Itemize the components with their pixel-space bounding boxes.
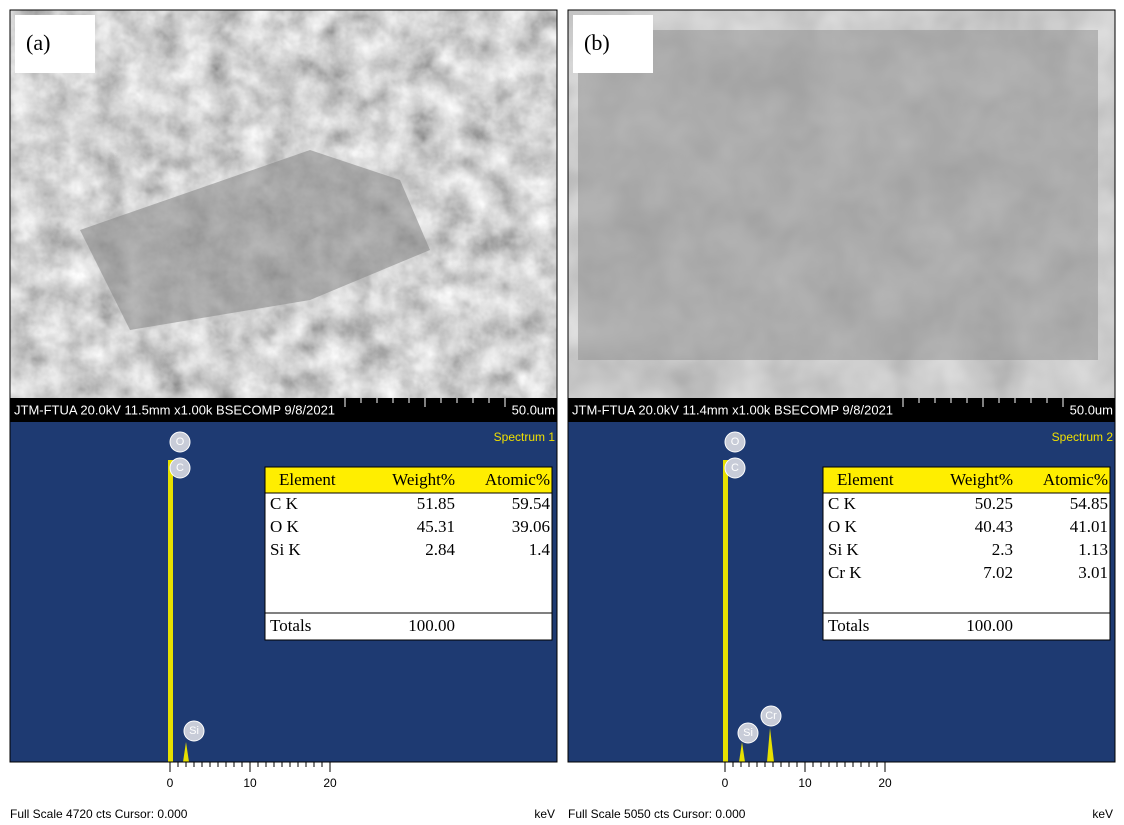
table-cell: 41.01 xyxy=(1070,517,1108,536)
scale-label: 50.0um xyxy=(1070,402,1113,417)
peak-label: C xyxy=(176,462,184,474)
panel-label: (b) xyxy=(584,30,610,55)
table-total: Totals xyxy=(270,616,311,635)
table-cell: C K xyxy=(270,494,299,513)
panel: (b) JTM-FTUA 20.0kV 11.4mm x1.00k BSECOMP… xyxy=(568,10,1115,821)
peak-label: Si xyxy=(743,727,753,739)
table-total: 100.00 xyxy=(408,616,455,635)
table-cell: Cr K xyxy=(828,563,862,582)
tick-label: 20 xyxy=(323,776,337,790)
table-cell: 2.3 xyxy=(992,540,1013,559)
tick-label: 0 xyxy=(722,776,729,790)
tick-label: 10 xyxy=(243,776,257,790)
peak xyxy=(168,460,173,762)
table-header-cell: Element xyxy=(837,470,894,489)
table-header-cell: Atomic% xyxy=(485,470,550,489)
sem-caption: JTM-FTUA 20.0kV 11.5mm x1.00k BSECOMP 9/… xyxy=(14,402,335,417)
figure: (a) JTM-FTUA 20.0kV 11.5mm x1.00k BSECOMP… xyxy=(0,0,1124,825)
table-cell: 1.13 xyxy=(1078,540,1108,559)
table-total: 100.00 xyxy=(966,616,1013,635)
peak-label: O xyxy=(731,436,740,448)
table-header-cell: Element xyxy=(279,470,336,489)
peak-label: Cr xyxy=(765,710,777,722)
table-cell: 50.25 xyxy=(975,494,1013,513)
sem-caption: JTM-FTUA 20.0kV 11.4mm x1.00k BSECOMP 9/… xyxy=(572,402,893,417)
table-cell: 40.43 xyxy=(975,517,1013,536)
table-cell: O K xyxy=(828,517,858,536)
table-header-cell: Weight% xyxy=(392,470,455,489)
unit-label: keV xyxy=(1092,807,1113,821)
sem-particle xyxy=(578,30,1098,360)
table-cell: 3.01 xyxy=(1078,563,1108,582)
tick-label: 10 xyxy=(798,776,812,790)
full-scale: Full Scale 4720 cts Cursor: 0.000 xyxy=(10,807,188,821)
table-cell: 2.84 xyxy=(425,540,455,559)
table-cell: 59.54 xyxy=(512,494,551,513)
table-cell: Si K xyxy=(270,540,301,559)
table-cell: 51.85 xyxy=(417,494,455,513)
table-header-cell: Atomic% xyxy=(1043,470,1108,489)
table-header-cell: Weight% xyxy=(950,470,1013,489)
peak-label: O xyxy=(176,436,185,448)
table-cell: O K xyxy=(270,517,300,536)
panel-label: (a) xyxy=(26,30,50,55)
peak-label: C xyxy=(731,462,739,474)
full-scale: Full Scale 5050 cts Cursor: 0.000 xyxy=(568,807,746,821)
scale-label: 50.0um xyxy=(512,402,555,417)
table-cell: 45.31 xyxy=(417,517,455,536)
spectrum-name: Spectrum 2 xyxy=(1052,430,1114,444)
unit-label: keV xyxy=(534,807,555,821)
tick-label: 20 xyxy=(878,776,892,790)
table-total: Totals xyxy=(828,616,869,635)
spectrum-name: Spectrum 1 xyxy=(494,430,556,444)
peak xyxy=(723,460,728,762)
table-cell: 54.85 xyxy=(1070,494,1108,513)
table-cell: 7.02 xyxy=(983,563,1013,582)
tick-label: 0 xyxy=(167,776,174,790)
panel: (a) JTM-FTUA 20.0kV 11.5mm x1.00k BSECOMP… xyxy=(10,10,557,821)
table-cell: Si K xyxy=(828,540,859,559)
table-cell: C K xyxy=(828,494,857,513)
table-cell: 39.06 xyxy=(512,517,550,536)
peak-label: Si xyxy=(189,725,199,737)
table-cell: 1.4 xyxy=(529,540,551,559)
